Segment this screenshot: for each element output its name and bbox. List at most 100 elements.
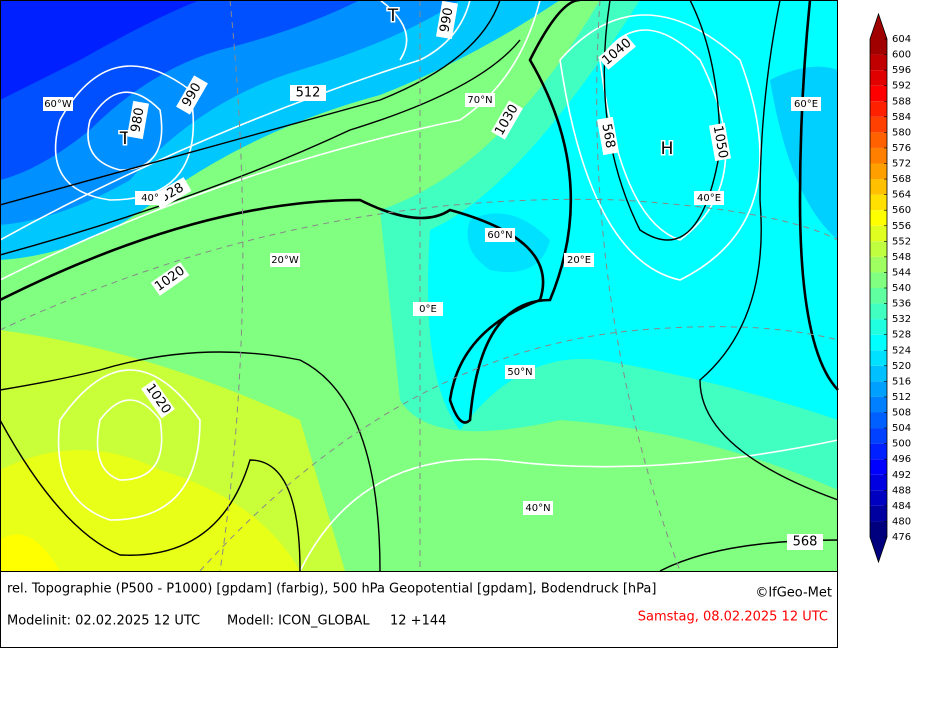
isobars [0, 0, 839, 572]
colorbar-tick-label: 508 [892, 408, 911, 419]
colorbar-tick-label: 576 [892, 143, 911, 154]
contour-label-bg [787, 534, 823, 550]
geopotential-line [0, 0, 581, 424]
graticule-label: 40° [135, 191, 165, 205]
contour-label-bg [435, 0, 459, 40]
graticule-label-bg [791, 97, 821, 111]
color-band [870, 272, 887, 288]
isobar [54, 65, 195, 201]
pressure-center: T [387, 6, 399, 26]
graticule-label-text: 50°N [507, 367, 532, 378]
colorbar-tick-label: 592 [892, 81, 911, 92]
colorbar-tick-label: 584 [892, 112, 911, 123]
isobar [599, 29, 727, 241]
color-band [870, 303, 887, 320]
graticule-label-bg [564, 253, 594, 267]
field-deepest-blue [0, 0, 200, 100]
colorbar-tick-label: 540 [892, 283, 911, 294]
graticule-label-text: 0°E [419, 304, 437, 315]
color-band [870, 334, 887, 351]
contour-label: 568 [787, 534, 823, 550]
color-band [870, 210, 887, 226]
graticule-label-bg [465, 93, 495, 107]
graticule-label-bg [43, 97, 73, 111]
colorbar-tick-label: 512 [892, 392, 911, 403]
contour-label-bg [176, 75, 208, 115]
colorbar-tick-label: 484 [892, 501, 911, 512]
color-band [870, 101, 887, 117]
graticule-label: 20°W [270, 253, 300, 267]
color-band [870, 412, 887, 429]
contour-label-bg [596, 116, 620, 156]
contour-label-bg [708, 122, 732, 162]
graticule-label-bg [135, 191, 165, 205]
graticule-label: 60°W [43, 97, 73, 111]
colorbar-tick-label: 528 [892, 330, 911, 341]
geopotential-line [0, 0, 501, 206]
graticule-label-bg [270, 253, 300, 267]
footer-title: rel. Topographie (P500 - P1000) [gpdam] … [7, 582, 656, 597]
color-band [870, 288, 887, 304]
graticule-label-bg [694, 191, 724, 205]
color-band [870, 381, 887, 397]
color-band [870, 474, 887, 491]
graticule-label-text: 60°N [487, 230, 512, 241]
model-name: Modell: ICON_GLOBAL [227, 614, 370, 629]
valid-time: Samstag, 08.02.2025 12 UTC [638, 610, 828, 625]
colorbar-arrow-bottom [870, 537, 887, 562]
model-init: Modelinit: 02.02.2025 12 UTC [7, 614, 200, 629]
graticule-label-bg [523, 501, 553, 515]
color-band [870, 241, 887, 257]
graticule-label-bg [485, 228, 515, 242]
colorbar-tick-label: 516 [892, 376, 911, 387]
graticule-label: 70°N [465, 93, 495, 107]
colorbar-arrow-top [870, 14, 887, 39]
graticule-label-text: 40° [141, 193, 159, 204]
color-band [870, 163, 887, 180]
geopotential-line [699, 0, 839, 501]
graticule-label: 50°N [505, 365, 535, 379]
contour-label-bg [491, 100, 523, 140]
graticule-label-text: 60°W [44, 99, 72, 110]
graticule-label-bg [505, 365, 535, 379]
color-band [870, 39, 887, 55]
contour-label-text: 990 [437, 6, 456, 33]
colorbar-tick-label: 492 [892, 470, 911, 481]
color-band [870, 428, 887, 444]
color-band [870, 194, 887, 211]
colorbar-tick-label: 588 [892, 96, 911, 107]
color-band [870, 443, 887, 460]
colorbar-tick-label: 496 [892, 454, 911, 465]
graticule-label-text: 40°N [525, 503, 550, 514]
colorbar-tick-label: 536 [892, 299, 911, 310]
frame [0, 0, 838, 648]
colorbar-tick-label: 480 [892, 516, 911, 527]
graticule-label-text: 60°E [794, 99, 818, 110]
isobar [57, 369, 201, 521]
colorbar-tick-label: 500 [892, 439, 911, 450]
color-band [870, 147, 887, 164]
colorbar-tick-label: 520 [892, 361, 911, 372]
colorbar-tick-label: 568 [892, 174, 911, 185]
colorbar-tick-label: 600 [892, 50, 911, 61]
contour-label-text: 512 [296, 86, 321, 101]
color-band [870, 54, 887, 71]
contour-label-bg [598, 34, 636, 70]
color-band [870, 70, 887, 86]
graticule-line [199, 326, 839, 572]
color-band [870, 225, 887, 242]
color-band [870, 505, 887, 522]
graticule-label: 40°N [523, 501, 553, 515]
field-cyan-core [467, 213, 550, 272]
model-run: 12 +144 [390, 614, 446, 629]
graticule-label-text: 40°E [697, 193, 721, 204]
graticule-label-text: 70°N [467, 95, 492, 106]
graticule-line [596, 0, 681, 572]
color-band [870, 490, 887, 506]
contour-label-text: 568 [793, 535, 818, 550]
geopotential-line [603, 0, 721, 241]
isobar [559, 14, 761, 281]
contour-label-text: 980 [128, 106, 147, 133]
color-band [870, 256, 887, 273]
